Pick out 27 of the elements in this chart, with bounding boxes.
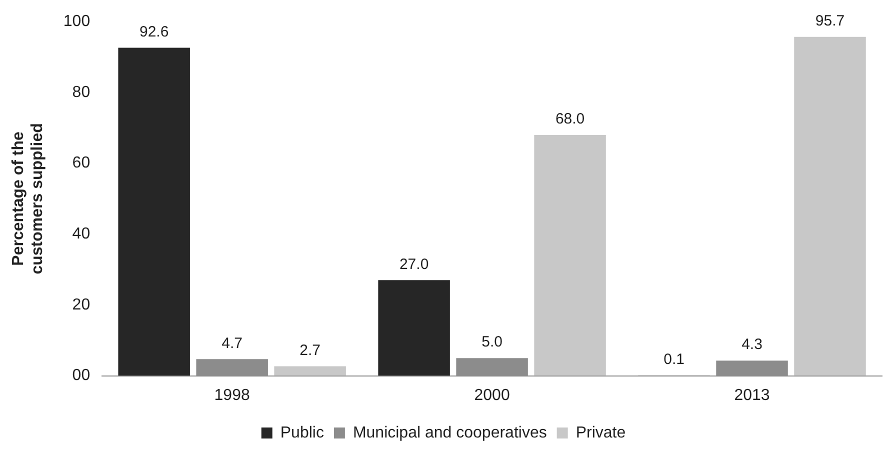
bar bbox=[534, 134, 606, 376]
x-tick-label: 2000 bbox=[474, 386, 510, 404]
data-label: 27.0 bbox=[399, 256, 429, 273]
legend-label: Private bbox=[576, 424, 626, 442]
data-label: 5.0 bbox=[482, 334, 502, 351]
data-label: 95.7 bbox=[815, 12, 845, 30]
x-tick-label: 1998 bbox=[214, 386, 250, 404]
legend-label: Municipal and cooperatives bbox=[352, 424, 547, 442]
data-label: 2.7 bbox=[300, 342, 320, 359]
data-label: 4.3 bbox=[742, 336, 762, 354]
y-tick-label: 00 bbox=[72, 367, 90, 384]
bar bbox=[274, 366, 346, 376]
x-tick-label: 2013 bbox=[734, 386, 770, 404]
data-label: 92.6 bbox=[139, 23, 169, 40]
data-label: 68.0 bbox=[555, 110, 585, 128]
y-tick-label: 40 bbox=[72, 226, 90, 243]
data-label: 0.1 bbox=[664, 351, 684, 368]
y-tick-label: 20 bbox=[72, 296, 90, 314]
bar bbox=[378, 280, 450, 376]
y-tick-label: 60 bbox=[72, 154, 90, 172]
data-label: 4.7 bbox=[222, 334, 243, 352]
y-tick-label: 80 bbox=[72, 84, 90, 101]
y-tick-label: 100 bbox=[63, 13, 90, 30]
y-axis-title: Percentage of the customers supplied bbox=[10, 123, 46, 274]
legend-label: Public bbox=[280, 424, 324, 442]
bar bbox=[794, 36, 866, 376]
bar bbox=[118, 48, 190, 376]
